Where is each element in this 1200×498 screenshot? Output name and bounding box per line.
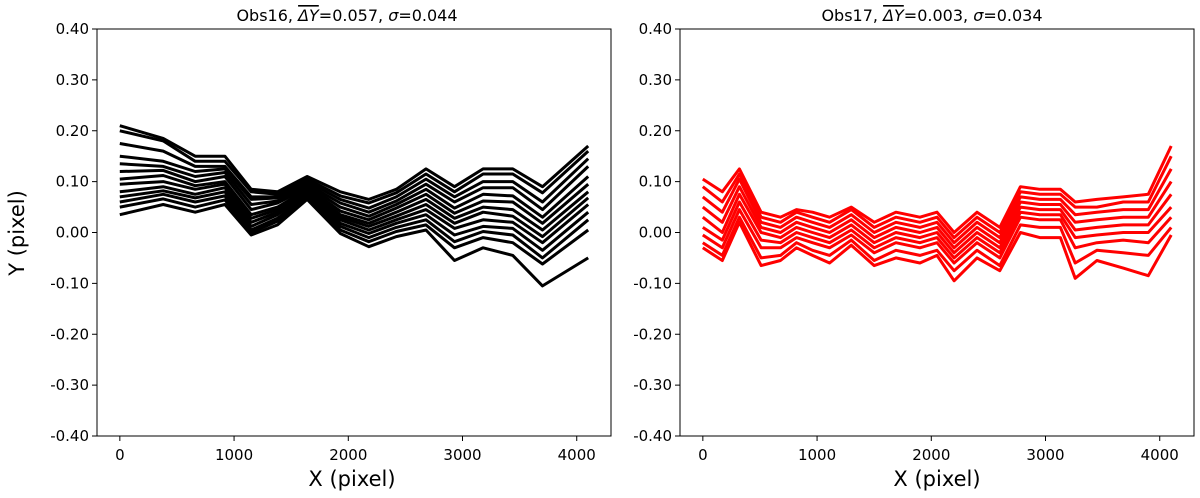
x-tick-label: 0 bbox=[698, 446, 708, 464]
series-line-obs16-3 bbox=[119, 142, 590, 210]
delta-y-bar-symbol: ΔY bbox=[296, 6, 320, 25]
y-tick-label: -0.10 bbox=[50, 274, 89, 292]
series-line-obs17-3 bbox=[701, 168, 1173, 245]
x-ticks-obs16: 0 1000 2000 3000 4000 bbox=[115, 436, 596, 464]
series-layer-obs17 bbox=[701, 145, 1173, 283]
series-line-obs16-12 bbox=[119, 196, 590, 266]
y-tick-label: -0.10 bbox=[633, 274, 672, 292]
series-line-obs16-4 bbox=[119, 154, 590, 214]
y-tick-label: -0.30 bbox=[633, 376, 672, 394]
y-tick-label: 0.10 bbox=[56, 173, 89, 191]
x-tick-label: 4000 bbox=[558, 446, 596, 464]
series-line-obs17-4 bbox=[701, 180, 1173, 250]
series-line-obs16-13 bbox=[119, 197, 589, 288]
y-ticks-obs16: 0.40 0.30 0.20 0.10 0.00 -0.10 -0.20 -0.30 -0.40 bbox=[50, 20, 97, 445]
series-line-obs17-5 bbox=[701, 192, 1173, 255]
series-line-obs16-11 bbox=[119, 192, 590, 260]
y-ticks-obs17: 0.40 0.30 0.20 0.10 0.00 -0.10 -0.20 -0.30 -0.40 bbox=[633, 20, 680, 445]
y-axis-label-obs16: Y (pixel) bbox=[5, 190, 29, 277]
series-line-obs16-5 bbox=[119, 162, 590, 219]
y-tick-label: 0.00 bbox=[639, 224, 672, 242]
series-line-obs16-10 bbox=[119, 189, 590, 252]
series-line-obs16-1 bbox=[119, 124, 590, 201]
series-line-obs17-6 bbox=[701, 200, 1173, 260]
y-tick-label: 0.30 bbox=[639, 71, 672, 89]
x-tick-label: 3000 bbox=[443, 446, 481, 464]
series-line-obs17-2 bbox=[701, 155, 1173, 240]
series-line-obs17-1 bbox=[701, 145, 1173, 234]
x-tick-label: 2000 bbox=[912, 446, 950, 464]
x-axis-label-obs16: X (pixel) bbox=[308, 467, 395, 491]
y-tick-label: 0.30 bbox=[56, 71, 89, 89]
series-line-obs16-6 bbox=[119, 168, 590, 225]
chart-obs17: Obs17, ΔY=0.003, σ=0.034 0.40 0.30 0.20 0.1… bbox=[633, 6, 1195, 491]
y-tick-label: 0.10 bbox=[639, 173, 672, 191]
series-line-obs16-8 bbox=[119, 180, 590, 239]
series-line-obs17-9 bbox=[701, 220, 1173, 283]
y-tick-label: 0.00 bbox=[56, 224, 89, 242]
x-tick-label: 4000 bbox=[1141, 446, 1179, 464]
y-tick-label: 0.20 bbox=[56, 122, 89, 140]
x-tick-label: 1000 bbox=[798, 446, 836, 464]
series-line-obs17-7 bbox=[701, 208, 1173, 265]
series-layer-obs16 bbox=[119, 124, 590, 288]
x-axis-label-obs17: X (pixel) bbox=[893, 467, 980, 491]
chart-title-obs17: Obs17, ΔY=0.003, σ=0.034 bbox=[821, 6, 1042, 25]
x-tick-label: 0 bbox=[115, 446, 125, 464]
y-tick-label: 0.40 bbox=[639, 20, 672, 38]
y-tick-label: -0.30 bbox=[50, 376, 89, 394]
y-tick-label: 0.40 bbox=[56, 20, 89, 38]
series-line-obs16-2 bbox=[119, 129, 590, 205]
x-tick-label: 3000 bbox=[1026, 446, 1064, 464]
chart-obs16: Obs16, ΔY=0.057, σ=0.044 0.40 0.30 0.20 0.1… bbox=[5, 6, 612, 491]
series-line-obs17-8 bbox=[701, 215, 1173, 273]
x-tick-label: 2000 bbox=[329, 446, 367, 464]
delta-y-bar-symbol: ΔY bbox=[881, 6, 905, 25]
y-tick-label: -0.40 bbox=[633, 427, 672, 445]
y-tick-label: -0.20 bbox=[50, 325, 89, 343]
y-tick-label: -0.40 bbox=[50, 427, 89, 445]
series-line-obs16-9 bbox=[119, 185, 590, 245]
y-tick-label: -0.20 bbox=[633, 325, 672, 343]
x-tick-label: 1000 bbox=[215, 446, 253, 464]
chart-title-obs16: Obs16, ΔY=0.057, σ=0.044 bbox=[236, 6, 457, 25]
x-ticks-obs17: 0 1000 2000 3000 4000 bbox=[698, 436, 1179, 464]
series-line-obs16-7 bbox=[119, 174, 590, 232]
y-tick-label: 0.20 bbox=[639, 122, 672, 140]
